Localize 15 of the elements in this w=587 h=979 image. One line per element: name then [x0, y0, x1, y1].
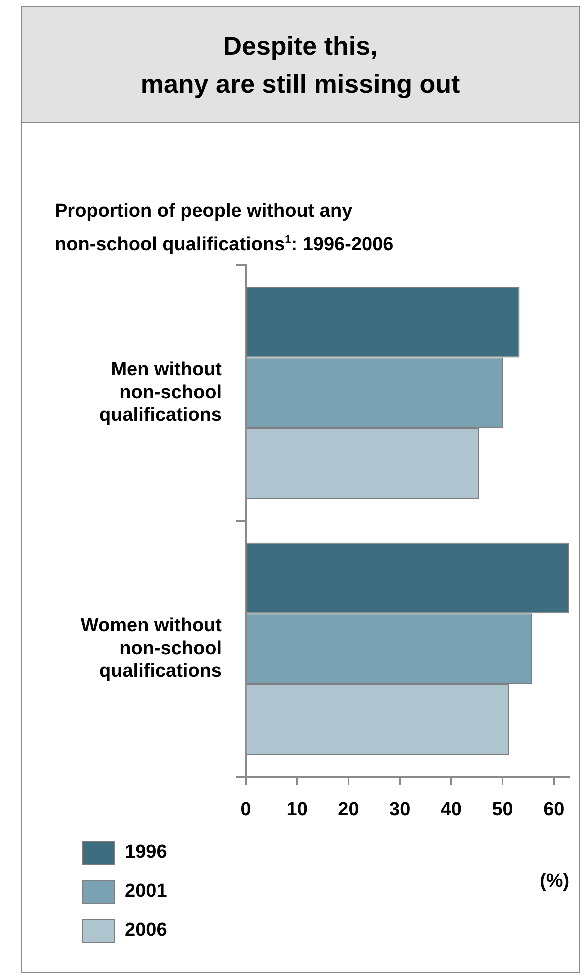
x-tick-label: 30	[390, 800, 411, 821]
x-tick-label: 60	[544, 800, 565, 821]
x-tick-label: 0	[240, 800, 252, 821]
x-tick-label: 10	[286, 800, 308, 821]
x-tick-label: 20	[338, 800, 360, 821]
x-tick-label: 40	[440, 800, 462, 821]
y-tick-label: Women without non-school qualifications	[80, 615, 223, 682]
legend-label: 1996	[125, 842, 168, 864]
legend-label: 2001	[125, 880, 168, 902]
x-tick-label: 50	[492, 800, 514, 821]
legend-label: 2006	[125, 920, 168, 942]
x-axis-title: (%)	[540, 870, 570, 892]
chart-title: Despite this, many are still missing out	[22, 7, 579, 123]
chart-subtitle: Proportion of people without any non-school qualifications$^{1}$: 1996-2006	[55, 200, 394, 258]
y-tick-label: Men without non-school qualifications	[100, 360, 223, 426]
